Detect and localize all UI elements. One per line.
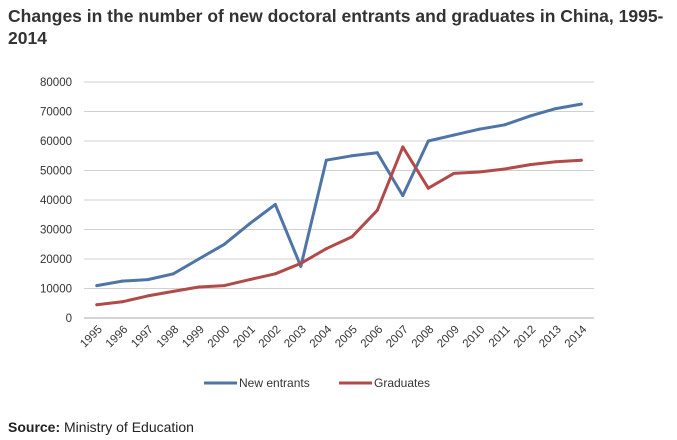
data-point [503,167,507,171]
data-point [579,158,583,162]
data-point [452,171,456,175]
legend: New entrants Graduates [204,376,430,390]
data-point [197,257,201,261]
x-tick-label: 2010 [461,324,488,351]
data-point [120,300,124,304]
data-point [95,303,99,307]
data-point [146,294,150,298]
data-point [477,170,481,174]
y-axis-ticks: 0 10000 20000 30000 40000 50000 60000 70000 8000… [40,77,72,325]
data-point [95,284,99,288]
x-tick-label: 2003 [282,324,309,351]
data-point [146,278,150,282]
data-point [554,160,558,164]
data-point [452,133,456,137]
y-tick-label: 20000 [40,254,72,266]
data-point [401,194,405,198]
y-tick-label: 10000 [40,284,72,296]
data-point [375,208,379,212]
data-point [350,235,354,239]
data-point [324,158,328,162]
y-tick-label: 50000 [40,166,72,178]
legend-label: New entrants [239,376,310,390]
data-point [273,202,277,206]
x-tick-label: 2007 [384,324,411,351]
y-tick-label: 80000 [40,77,72,89]
x-tick-label: 1998 [155,324,182,351]
x-tick-label: 2014 [563,323,590,350]
x-tick-label: 2000 [206,324,233,351]
data-point [248,278,252,282]
data-point [171,272,175,276]
x-axis-ticks: 1995199619971998199920002001200220032004… [78,323,590,350]
x-tick-label: 1996 [104,324,131,351]
y-tick-label: 30000 [40,225,72,237]
data-point [503,123,507,127]
data-point [197,285,201,289]
x-tick-label: 2005 [333,324,360,351]
data-point [299,264,303,268]
chart-title: Changes in the number of new doctoral en… [8,6,664,48]
gridlines [84,81,594,319]
x-tick-label: 2001 [231,324,258,351]
data-point [554,107,558,111]
x-tick-label: 1999 [180,324,207,351]
y-tick-label: 40000 [40,195,72,207]
data-point [401,145,405,149]
data-point [528,114,532,118]
legend-label: Graduates [374,376,430,390]
data-point [171,289,175,293]
source-label: Source: [8,419,61,435]
y-tick-label: 0 [66,313,72,325]
source-note: Source: Ministry of Education [8,419,194,435]
data-point [426,186,430,190]
data-point [248,222,252,226]
x-tick-label: 2013 [537,324,564,351]
data-point [579,102,583,106]
x-tick-label: 2002 [257,324,284,351]
data-point [120,279,124,283]
data-point [222,242,226,246]
data-point [375,151,379,155]
x-tick-label: 2006 [359,324,386,351]
series-line-new-entrants [95,102,583,288]
data-point [299,261,303,265]
x-tick-label: 2009 [435,324,462,351]
source-text: Ministry of Education [64,419,194,435]
series-lines [95,102,583,307]
data-point [324,247,328,251]
x-tick-label: 2008 [410,324,437,351]
x-tick-label: 2004 [308,323,335,350]
y-tick-label: 60000 [40,136,72,148]
data-point [273,272,277,276]
data-point [222,284,226,288]
x-tick-label: 2012 [512,324,539,351]
data-point [426,139,430,143]
x-tick-label: 2011 [487,324,513,350]
x-tick-label: 1995 [78,324,105,351]
data-point [350,154,354,158]
data-point [477,127,481,131]
x-tick-label: 1997 [129,324,156,351]
series-line-graduates [95,145,583,307]
data-point [528,163,532,167]
y-tick-label: 70000 [40,107,72,119]
